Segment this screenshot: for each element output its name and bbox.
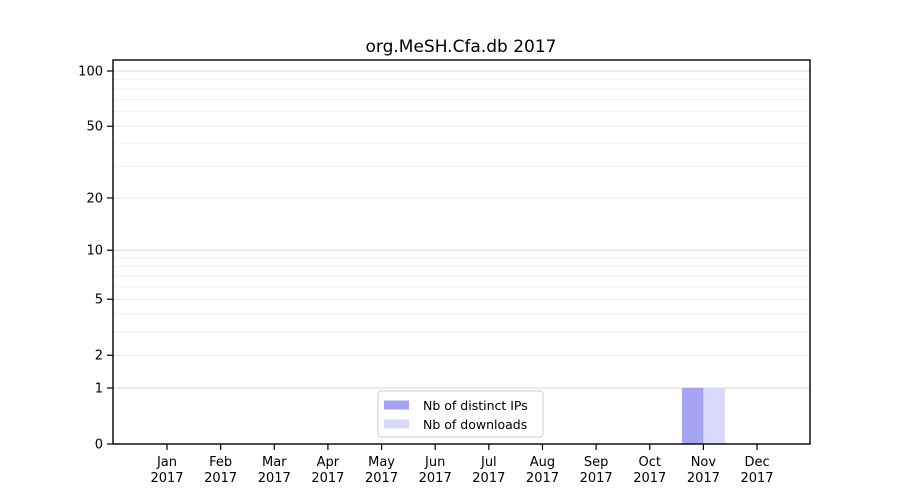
bar-downloads xyxy=(703,387,725,444)
x-tick-label-year: 2017 xyxy=(687,471,720,486)
x-tick-label-year: 2017 xyxy=(580,471,613,486)
x-tick-label-month: Sep xyxy=(584,455,609,470)
x-tick-label-month: May xyxy=(368,455,395,470)
plot-frame xyxy=(112,59,811,445)
y-tick-label: 2 xyxy=(95,349,103,364)
x-tick-label-year: 2017 xyxy=(419,471,452,486)
x-tick-label-month: Aug xyxy=(530,455,555,470)
plot-border xyxy=(112,59,811,445)
legend-label-downloads: Nb of downloads xyxy=(423,417,527,432)
x-tick-label-month: Jul xyxy=(480,455,497,470)
x-tick-label-year: 2017 xyxy=(150,471,183,486)
x-tick-label-month: Feb xyxy=(209,455,232,470)
x-tick-label-month: Jun xyxy=(424,455,445,470)
legend: Nb of distinct IPs Nb of downloads xyxy=(377,390,544,438)
legend-swatch-distinct-ips xyxy=(384,400,409,410)
bars xyxy=(681,387,725,444)
x-tick-label-month: Dec xyxy=(744,455,769,470)
x-tick-label-month: Nov xyxy=(691,455,717,470)
x-tick-label-month: Apr xyxy=(317,455,340,470)
legend-box xyxy=(377,390,544,438)
x-tick-label-year: 2017 xyxy=(365,471,398,486)
legend-swatch-downloads xyxy=(384,419,409,429)
y-tick-label: 20 xyxy=(86,191,103,206)
y-tick-label: 100 xyxy=(78,65,103,80)
y-tick-label: 0 xyxy=(95,438,103,453)
x-tick-label-year: 2017 xyxy=(258,471,291,486)
chart-title: org.MeSH.Cfa.db 2017 xyxy=(365,37,556,57)
gridlines xyxy=(113,70,810,389)
x-tick-label-year: 2017 xyxy=(633,471,666,486)
y-tick-label: 5 xyxy=(95,293,103,308)
y-tick-label: 1 xyxy=(95,381,103,396)
x-tick-label-year: 2017 xyxy=(526,471,559,486)
y-tick-label: 50 xyxy=(86,120,103,135)
x-tick-label-year: 2017 xyxy=(740,471,773,486)
x-tick-label-year: 2017 xyxy=(204,471,237,486)
x-tick-label-year: 2017 xyxy=(311,471,344,486)
y-tick-label: 10 xyxy=(86,244,103,259)
axis-ticks-and-labels: 0125102050100Jan2017Feb2017Mar2017Apr201… xyxy=(78,65,773,487)
x-tick-label-month: Oct xyxy=(639,455,661,470)
legend-label-distinct-ips: Nb of distinct IPs xyxy=(423,398,528,413)
x-tick-label-year: 2017 xyxy=(472,471,505,486)
x-tick-label-month: Mar xyxy=(262,455,287,470)
x-tick-label-month: Jan xyxy=(156,455,177,470)
bar-distinct-ips xyxy=(681,387,704,444)
